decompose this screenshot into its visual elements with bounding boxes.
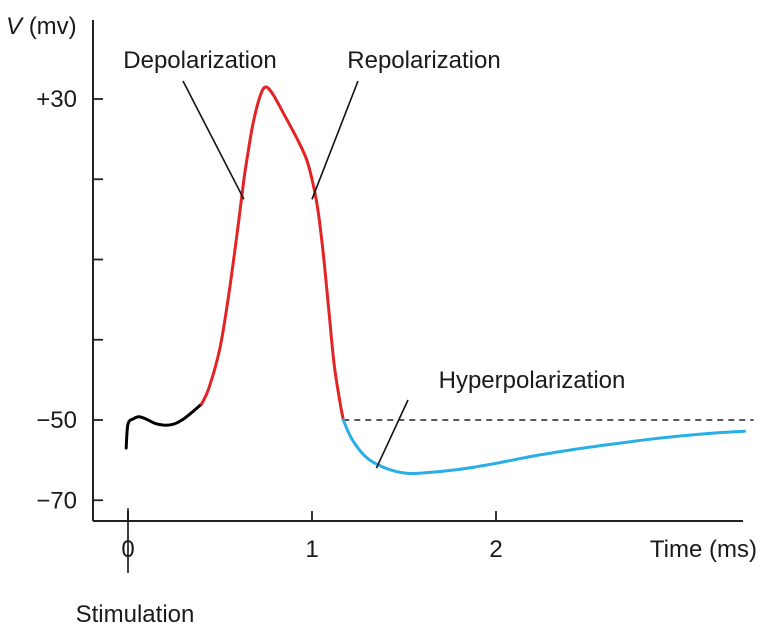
y-axis-unit: (mv) <box>29 13 77 40</box>
annotation-stimulation: Stimulation <box>76 601 195 628</box>
series-hyperpolarization <box>341 418 746 475</box>
series-layer <box>124 85 746 475</box>
y-tick-label-minus50: −50 <box>36 407 77 434</box>
y-ticks: +30 −50 −70 <box>36 86 103 514</box>
series-depolarization <box>200 85 345 422</box>
series-pre <box>124 402 204 450</box>
annotation-hyperpolarization: Hyperpolarization <box>439 367 626 394</box>
axes <box>92 20 743 522</box>
x-tick-label-2: 2 <box>489 536 502 563</box>
y-tick-label-plus30: +30 <box>36 86 77 113</box>
annotation-leader-hyperpolarization <box>375 399 409 469</box>
annotation-repolarization: Repolarization <box>347 47 500 74</box>
annotation-leader-repolarization <box>311 80 359 200</box>
x-axis-label: Time (ms) <box>650 536 757 563</box>
annotation-leader-depolarization <box>182 80 245 200</box>
y-axis-label: V (mv) <box>6 13 77 40</box>
annotation-depolarization: Depolarization <box>123 47 276 74</box>
y-tick-label-minus70: −70 <box>36 487 77 514</box>
annotations-layer: Depolarization Repolarization Hyperpolariz… <box>76 47 626 628</box>
x-tick-label-1: 1 <box>305 536 318 563</box>
y-axis-symbol: V <box>6 13 24 40</box>
